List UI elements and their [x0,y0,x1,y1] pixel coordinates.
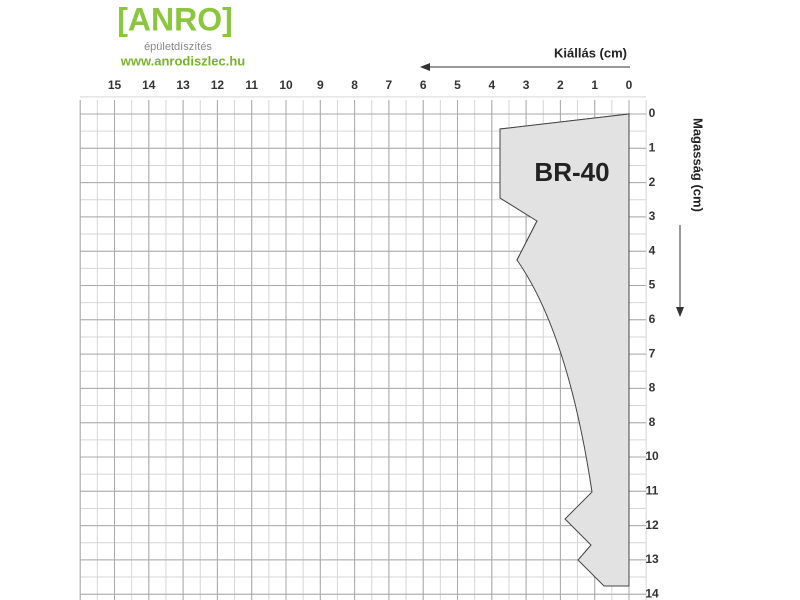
y-tick-label: 12 [645,518,659,532]
y-tick-label: 14 [645,586,659,600]
profile-shape [499,113,630,587]
x-tick-label: 2 [557,78,564,92]
y-tick-label: 7 [649,346,656,360]
logo-url: www.anrodiszlec.hu [120,53,246,68]
y-axis-title: Magasság (cm) [691,118,706,212]
y-tick-label: 8 [649,381,656,395]
x-tick-label: 1 [591,78,598,92]
x-tick-label: 3 [523,78,530,92]
x-tick-label: 10 [279,78,293,92]
y-tick-label: 10 [645,449,659,463]
y-axis-arrowhead [676,307,684,317]
y-tick-label: 0 [649,106,656,120]
y-tick-label: 11 [646,483,659,497]
x-tick-label: 11 [245,78,258,92]
y-tick-label: 1 [649,140,656,154]
x-tick-label: 8 [351,78,358,92]
x-tick-label: 0 [626,78,633,92]
x-tick-label: 13 [176,78,190,92]
y-tick-label: 6 [649,312,656,326]
y-tick-label: 3 [649,209,656,223]
x-tick-label: 14 [142,78,156,92]
x-axis-title: Kiállás (cm) [554,45,627,60]
x-tick-label: 7 [386,78,393,92]
x-tick-label: 5 [454,78,461,92]
y-tick-label: 8 [649,415,656,429]
x-tick-label: 4 [488,78,495,92]
y-tick-label: 4 [649,243,656,257]
profile-label: BR-40 [534,157,609,187]
x-tick-label: 9 [317,78,324,92]
x-tick-label: 15 [108,78,122,92]
logo-tagline: épületdíszítés [144,41,212,53]
y-tick-label: 13 [645,552,659,566]
y-tick-label: 5 [649,278,656,292]
x-axis-arrowhead [420,63,430,71]
y-tick-label: 2 [649,175,656,189]
x-tick-label: 6 [420,78,427,92]
logo-brand: [ANRO] [117,1,233,37]
x-tick-label: 12 [211,78,225,92]
